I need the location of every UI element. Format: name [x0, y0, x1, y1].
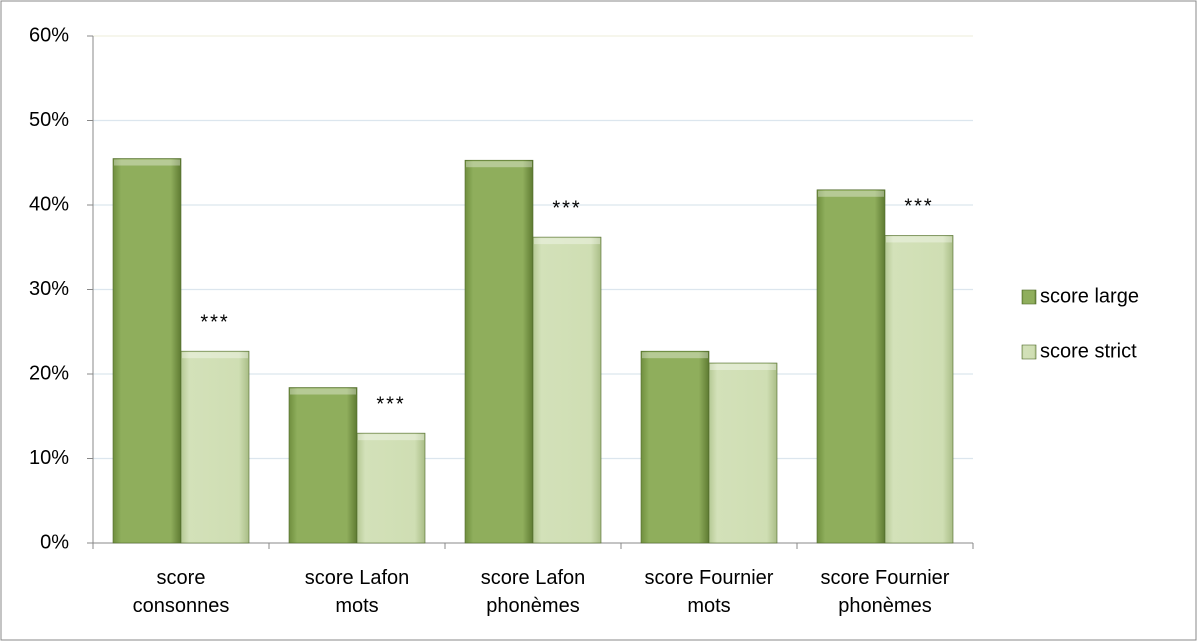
legend-swatch — [1021, 289, 1037, 305]
bar — [112, 158, 182, 544]
bar-bevel — [642, 352, 708, 359]
bar-bevel — [818, 190, 884, 197]
bar — [884, 235, 954, 544]
bar-bevel — [886, 236, 952, 243]
annotation: *** — [376, 393, 405, 415]
x-tick-label: score Fournier mots — [645, 567, 774, 617]
annotation: *** — [904, 196, 933, 218]
y-tick-label: 0% — [40, 531, 69, 553]
y-tick-label: 60% — [29, 24, 69, 46]
y-tick-label: 30% — [29, 278, 69, 300]
x-tick-label: score consonnes — [133, 567, 230, 617]
bar-bevel — [466, 161, 532, 168]
x-tick-label: score Lafon mots — [305, 567, 410, 617]
annotation: *** — [552, 197, 581, 219]
y-tick-label: 20% — [29, 362, 69, 384]
x-tick-label: score Lafon phonèmes — [481, 567, 586, 617]
bar — [288, 387, 358, 544]
bar-bevel — [710, 364, 776, 371]
y-tick-label: 50% — [29, 109, 69, 131]
legend-label: score large — [1040, 285, 1139, 307]
bar — [708, 362, 778, 544]
bar — [356, 432, 426, 544]
bar — [816, 189, 886, 544]
annotation: *** — [200, 311, 229, 333]
bar — [532, 236, 602, 544]
bar-bevel — [290, 388, 356, 395]
bar — [464, 159, 534, 544]
legend-label: score strict — [1040, 340, 1137, 362]
bar-bevel — [358, 434, 424, 441]
x-tick-label: score Fournier phonèmes — [821, 567, 950, 617]
bar — [180, 350, 250, 544]
bar-bevel — [534, 238, 600, 245]
bar-bevel — [114, 159, 180, 166]
bar — [640, 350, 710, 544]
legend-swatch — [1021, 344, 1037, 360]
y-tick-label: 10% — [29, 447, 69, 469]
bar-bevel — [182, 352, 248, 359]
y-tick-label: 40% — [29, 193, 69, 215]
